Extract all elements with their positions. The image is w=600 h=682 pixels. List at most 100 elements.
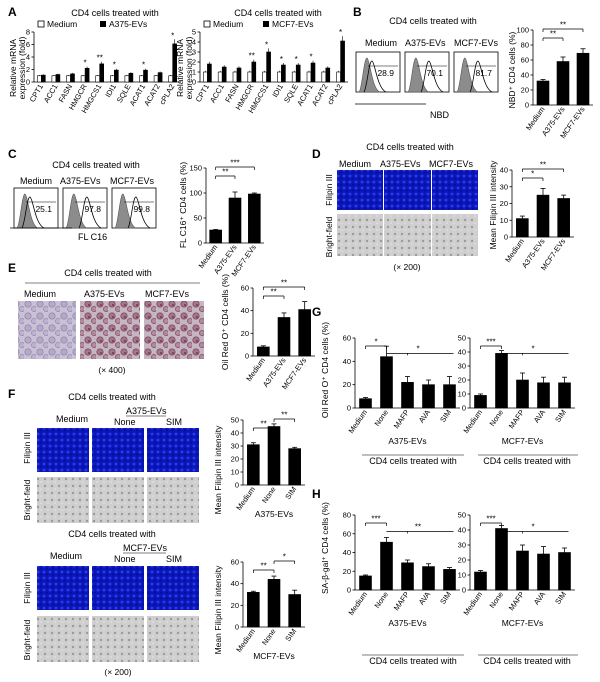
bar	[157, 72, 163, 83]
legend-swatch-a375	[100, 21, 106, 27]
e-ylabel: Oil Red O⁺ CD4 cells (%)	[220, 274, 230, 370]
panel-a: CD4 cells treated with Medium A375-EVs C…	[8, 8, 348, 115]
flow-control-peak	[65, 193, 88, 229]
f-bottom-label-none: None	[114, 554, 136, 564]
flow-percentage: 99.8	[133, 204, 150, 214]
f-top-ylabel: Mean Filipin III intensity	[213, 425, 223, 515]
flow-sample-curve	[21, 196, 45, 229]
bar	[95, 75, 100, 83]
sig-label: *	[309, 53, 312, 62]
g-right-footer: CD4 cells treated with	[483, 456, 571, 466]
y-tick-label: 0	[26, 78, 30, 87]
legend-label-mcf7: MCF7-EVs	[272, 19, 314, 29]
bar	[266, 51, 271, 83]
x-tick-label: SIM	[553, 408, 568, 424]
f-top-image-brightfield-medium	[37, 477, 89, 523]
bar	[537, 382, 550, 409]
f-top-row-label-brightfield: Bright-field	[22, 479, 32, 520]
y-tick-label: 3	[192, 48, 196, 57]
x-tick-label: IDI1	[270, 83, 285, 99]
sig-label: **	[271, 288, 277, 297]
y-tick-label: 10	[500, 216, 508, 225]
flow-percentage: 25.1	[35, 204, 52, 214]
bar	[288, 594, 301, 628]
d-row-label-brightfield: Bright-field	[324, 216, 334, 257]
y-tick-label: 0	[462, 586, 466, 595]
bar	[536, 80, 550, 106]
d-image-brightfield-a375	[384, 214, 431, 256]
sig-label: ***	[230, 159, 239, 168]
f-bottom-image-filipin-medium	[37, 566, 89, 610]
x-tick-label: ACC1	[42, 83, 60, 105]
bar	[139, 75, 144, 83]
g-left-footer: CD4 cells treated with	[369, 456, 457, 466]
sig-label: *	[374, 338, 377, 347]
sig-label: *	[295, 55, 298, 64]
a-left-header: CD4 cells treated with	[71, 8, 159, 18]
y-tick-label: 60	[343, 529, 351, 538]
flow-sample-curve	[469, 60, 493, 93]
bar	[143, 69, 148, 83]
panel-f: CD4 cells treated with Medium A375-EVs N…	[22, 392, 305, 677]
x-group-label: A375-EVs	[388, 436, 426, 446]
bar	[207, 63, 212, 83]
x-tick-label: SIM	[438, 590, 453, 606]
y-tick-label: 40	[231, 429, 239, 438]
c-label-mcf7: MCF7-EVs	[110, 176, 155, 186]
legend-label-medium: Medium	[213, 19, 243, 29]
sig-label: *	[531, 344, 534, 353]
h-left-footer: CD4 cells treated with	[369, 656, 457, 666]
f-bottom-image-brightfield-medium	[37, 616, 89, 662]
f-bottom-row-label-filipin: Filipin III	[22, 572, 32, 604]
e-label-medium: Medium	[24, 289, 56, 299]
bar	[380, 541, 393, 591]
bar	[516, 550, 529, 591]
sig-label: *	[142, 61, 145, 70]
y-tick-label: 0	[525, 101, 529, 110]
bar	[516, 218, 529, 238]
panel-c: CD4 cells treated with Medium A375-EVs M…	[10, 159, 264, 278]
sig-label: **	[560, 21, 566, 30]
sig-label: *	[265, 40, 268, 49]
legend-label-medium: Medium	[47, 19, 77, 29]
a-ylabel-2-right: expression (fold)	[184, 36, 194, 99]
h-right-footer: CD4 cells treated with	[483, 656, 571, 666]
x-tick-label: SIM	[438, 408, 453, 424]
bar	[80, 75, 86, 83]
y-tick-label: 4	[26, 53, 30, 62]
sig-label: **	[550, 30, 556, 39]
e-magnification: (× 400)	[98, 365, 125, 375]
d-label-medium: Medium	[339, 159, 371, 169]
flow-percentage: 28.9	[377, 68, 394, 78]
sig-label: **	[281, 411, 287, 420]
y-tick-label: 60	[521, 56, 529, 65]
bar	[359, 398, 372, 409]
x-tick-label: AVA	[532, 408, 547, 425]
e-label-mcf7: MCF7-EVs	[145, 289, 190, 299]
x-tick-label: None	[487, 590, 505, 610]
e-image-oil-mcf7	[144, 301, 204, 359]
sig-label: *	[531, 170, 534, 179]
y-tick-label: 40	[458, 526, 466, 535]
y-tick-label: 60	[241, 284, 249, 293]
bar	[537, 553, 550, 591]
panel-letter-a: A	[8, 5, 17, 19]
c-label-a375: A375-EVs	[60, 176, 101, 186]
e-header: CD4 cells treated with	[64, 268, 152, 278]
bar	[217, 71, 223, 83]
b-ylabel: NBD⁺ CD4 cells (%)	[507, 31, 517, 108]
x-tick-label: None	[260, 485, 278, 505]
y-tick-label: 20	[343, 567, 351, 576]
sig-label: **	[249, 52, 255, 61]
x-tick-label: cPLA2	[325, 83, 344, 107]
bar	[306, 71, 312, 83]
x-tick-label: MAFP	[507, 590, 526, 612]
panel-letter-d: D	[312, 147, 321, 161]
bar	[291, 71, 297, 83]
bar	[401, 382, 414, 409]
f-bottom-ylabel: Mean Filipin III intensity	[213, 565, 223, 655]
f-top-row-label-filipin: Filipin III	[22, 432, 32, 464]
panel-letter-b: B	[353, 5, 362, 19]
legend-swatch-medium	[203, 20, 211, 28]
